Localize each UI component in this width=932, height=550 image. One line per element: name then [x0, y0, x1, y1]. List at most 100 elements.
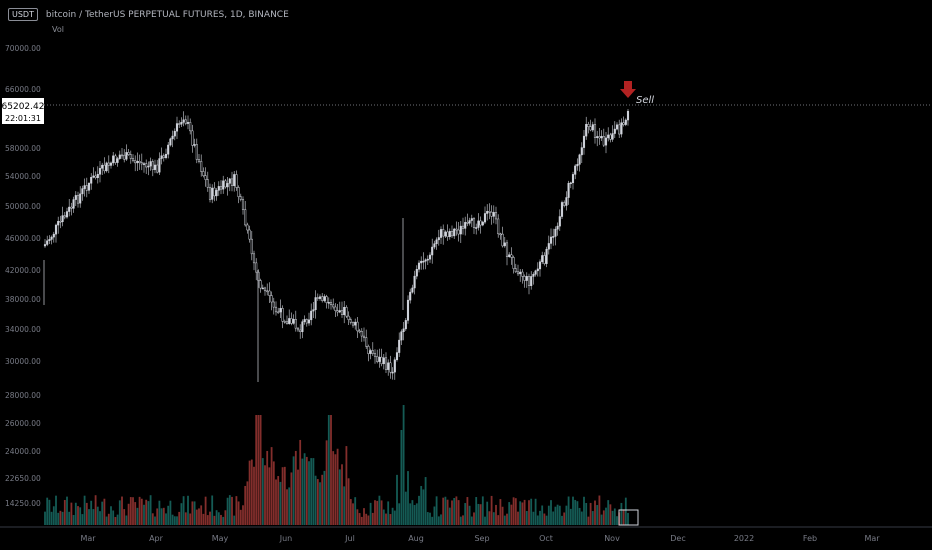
volume-bar: [235, 496, 238, 525]
candle: [532, 272, 535, 285]
candle: [296, 327, 300, 332]
candle: [237, 185, 240, 204]
volume-bar: [180, 503, 183, 525]
volume-bar: [79, 507, 82, 525]
volume-bar: [565, 505, 568, 525]
volume-bar: [497, 515, 500, 525]
volume-bar: [129, 497, 132, 525]
volume-bar: [523, 499, 526, 525]
volume-bar: [266, 450, 269, 525]
volume-bar: [578, 507, 581, 525]
volume-bar: [310, 458, 313, 525]
candle: [145, 159, 148, 175]
candle: [426, 255, 429, 266]
volume-bar: [167, 505, 170, 525]
candle: [530, 271, 533, 290]
candle: [571, 171, 575, 190]
candle: [153, 159, 157, 174]
volume-bar: [198, 508, 200, 525]
countdown-text: 22:01:31: [5, 114, 41, 123]
candle: [609, 132, 612, 143]
candle: [281, 305, 284, 329]
volume-bar: [147, 501, 150, 525]
candle: [318, 294, 322, 301]
symbol-badge[interactable]: USDT: [8, 8, 38, 21]
candle: [149, 157, 152, 171]
candle: [103, 157, 106, 174]
volume-bar: [52, 506, 55, 525]
candle: [175, 116, 179, 139]
volume-bar: [536, 515, 539, 525]
volume-bar: [292, 456, 295, 525]
candle: [233, 170, 236, 192]
price-tick-label: 14250.00: [5, 499, 41, 508]
candle: [580, 142, 583, 163]
candle: [356, 316, 359, 338]
candle: [336, 303, 339, 317]
volume-bar: [596, 505, 599, 525]
sell-annotation[interactable]: Sell: [620, 81, 654, 106]
volume-bar: [206, 515, 209, 525]
volume-bar: [101, 501, 104, 525]
candle: [365, 329, 368, 350]
candle: [255, 258, 258, 281]
candle: [147, 161, 150, 176]
candle: [371, 342, 374, 356]
volume-bar: [231, 496, 233, 525]
candle: [459, 221, 462, 243]
candle: [351, 321, 355, 328]
volume-bar: [486, 501, 489, 525]
volume-bar: [563, 512, 566, 525]
volume-bar: [424, 477, 427, 525]
volume-bar: [374, 500, 376, 525]
candle: [457, 221, 460, 242]
volume-bar: [334, 454, 337, 525]
candle: [618, 119, 621, 138]
candle: [48, 235, 51, 245]
volume-bar: [365, 513, 368, 525]
price-tick-label: 70000.00: [5, 44, 41, 53]
candle: [244, 201, 247, 227]
candle: [105, 161, 108, 173]
candle: [505, 239, 509, 266]
volume-bar: [431, 516, 434, 525]
candle: [173, 128, 176, 141]
candle: [380, 348, 383, 367]
candle: [424, 258, 427, 270]
candle: [468, 217, 471, 226]
volume-bar: [99, 511, 101, 525]
volume-bar: [453, 497, 456, 525]
volume-bar: [277, 476, 280, 525]
candle: [558, 209, 561, 231]
candle: [483, 206, 487, 224]
candle: [266, 283, 269, 296]
candle: [167, 142, 170, 159]
candle: [202, 167, 205, 178]
candle: [270, 291, 273, 311]
volume-bar: [506, 513, 508, 525]
volume-bar: [539, 510, 541, 525]
candle: [387, 359, 390, 376]
time-tick-label: Jun: [279, 534, 293, 543]
volume-bar: [105, 516, 108, 525]
candle: [563, 200, 566, 208]
volume-bar: [341, 464, 343, 525]
candle: [615, 122, 619, 131]
candle: [442, 224, 445, 245]
candle: [303, 315, 306, 325]
volume-bar: [543, 513, 546, 525]
volume-bar: [63, 499, 66, 525]
candle: [347, 311, 350, 325]
candle: [560, 200, 564, 219]
candle: [92, 167, 95, 179]
volume-bar: [429, 512, 431, 525]
candle: [50, 235, 53, 245]
volume-bar: [376, 500, 379, 525]
volume-bar: [92, 509, 95, 525]
volume-bar: [354, 497, 357, 525]
volume-bar: [55, 495, 57, 525]
candle: [127, 148, 130, 156]
candle: [409, 288, 412, 304]
